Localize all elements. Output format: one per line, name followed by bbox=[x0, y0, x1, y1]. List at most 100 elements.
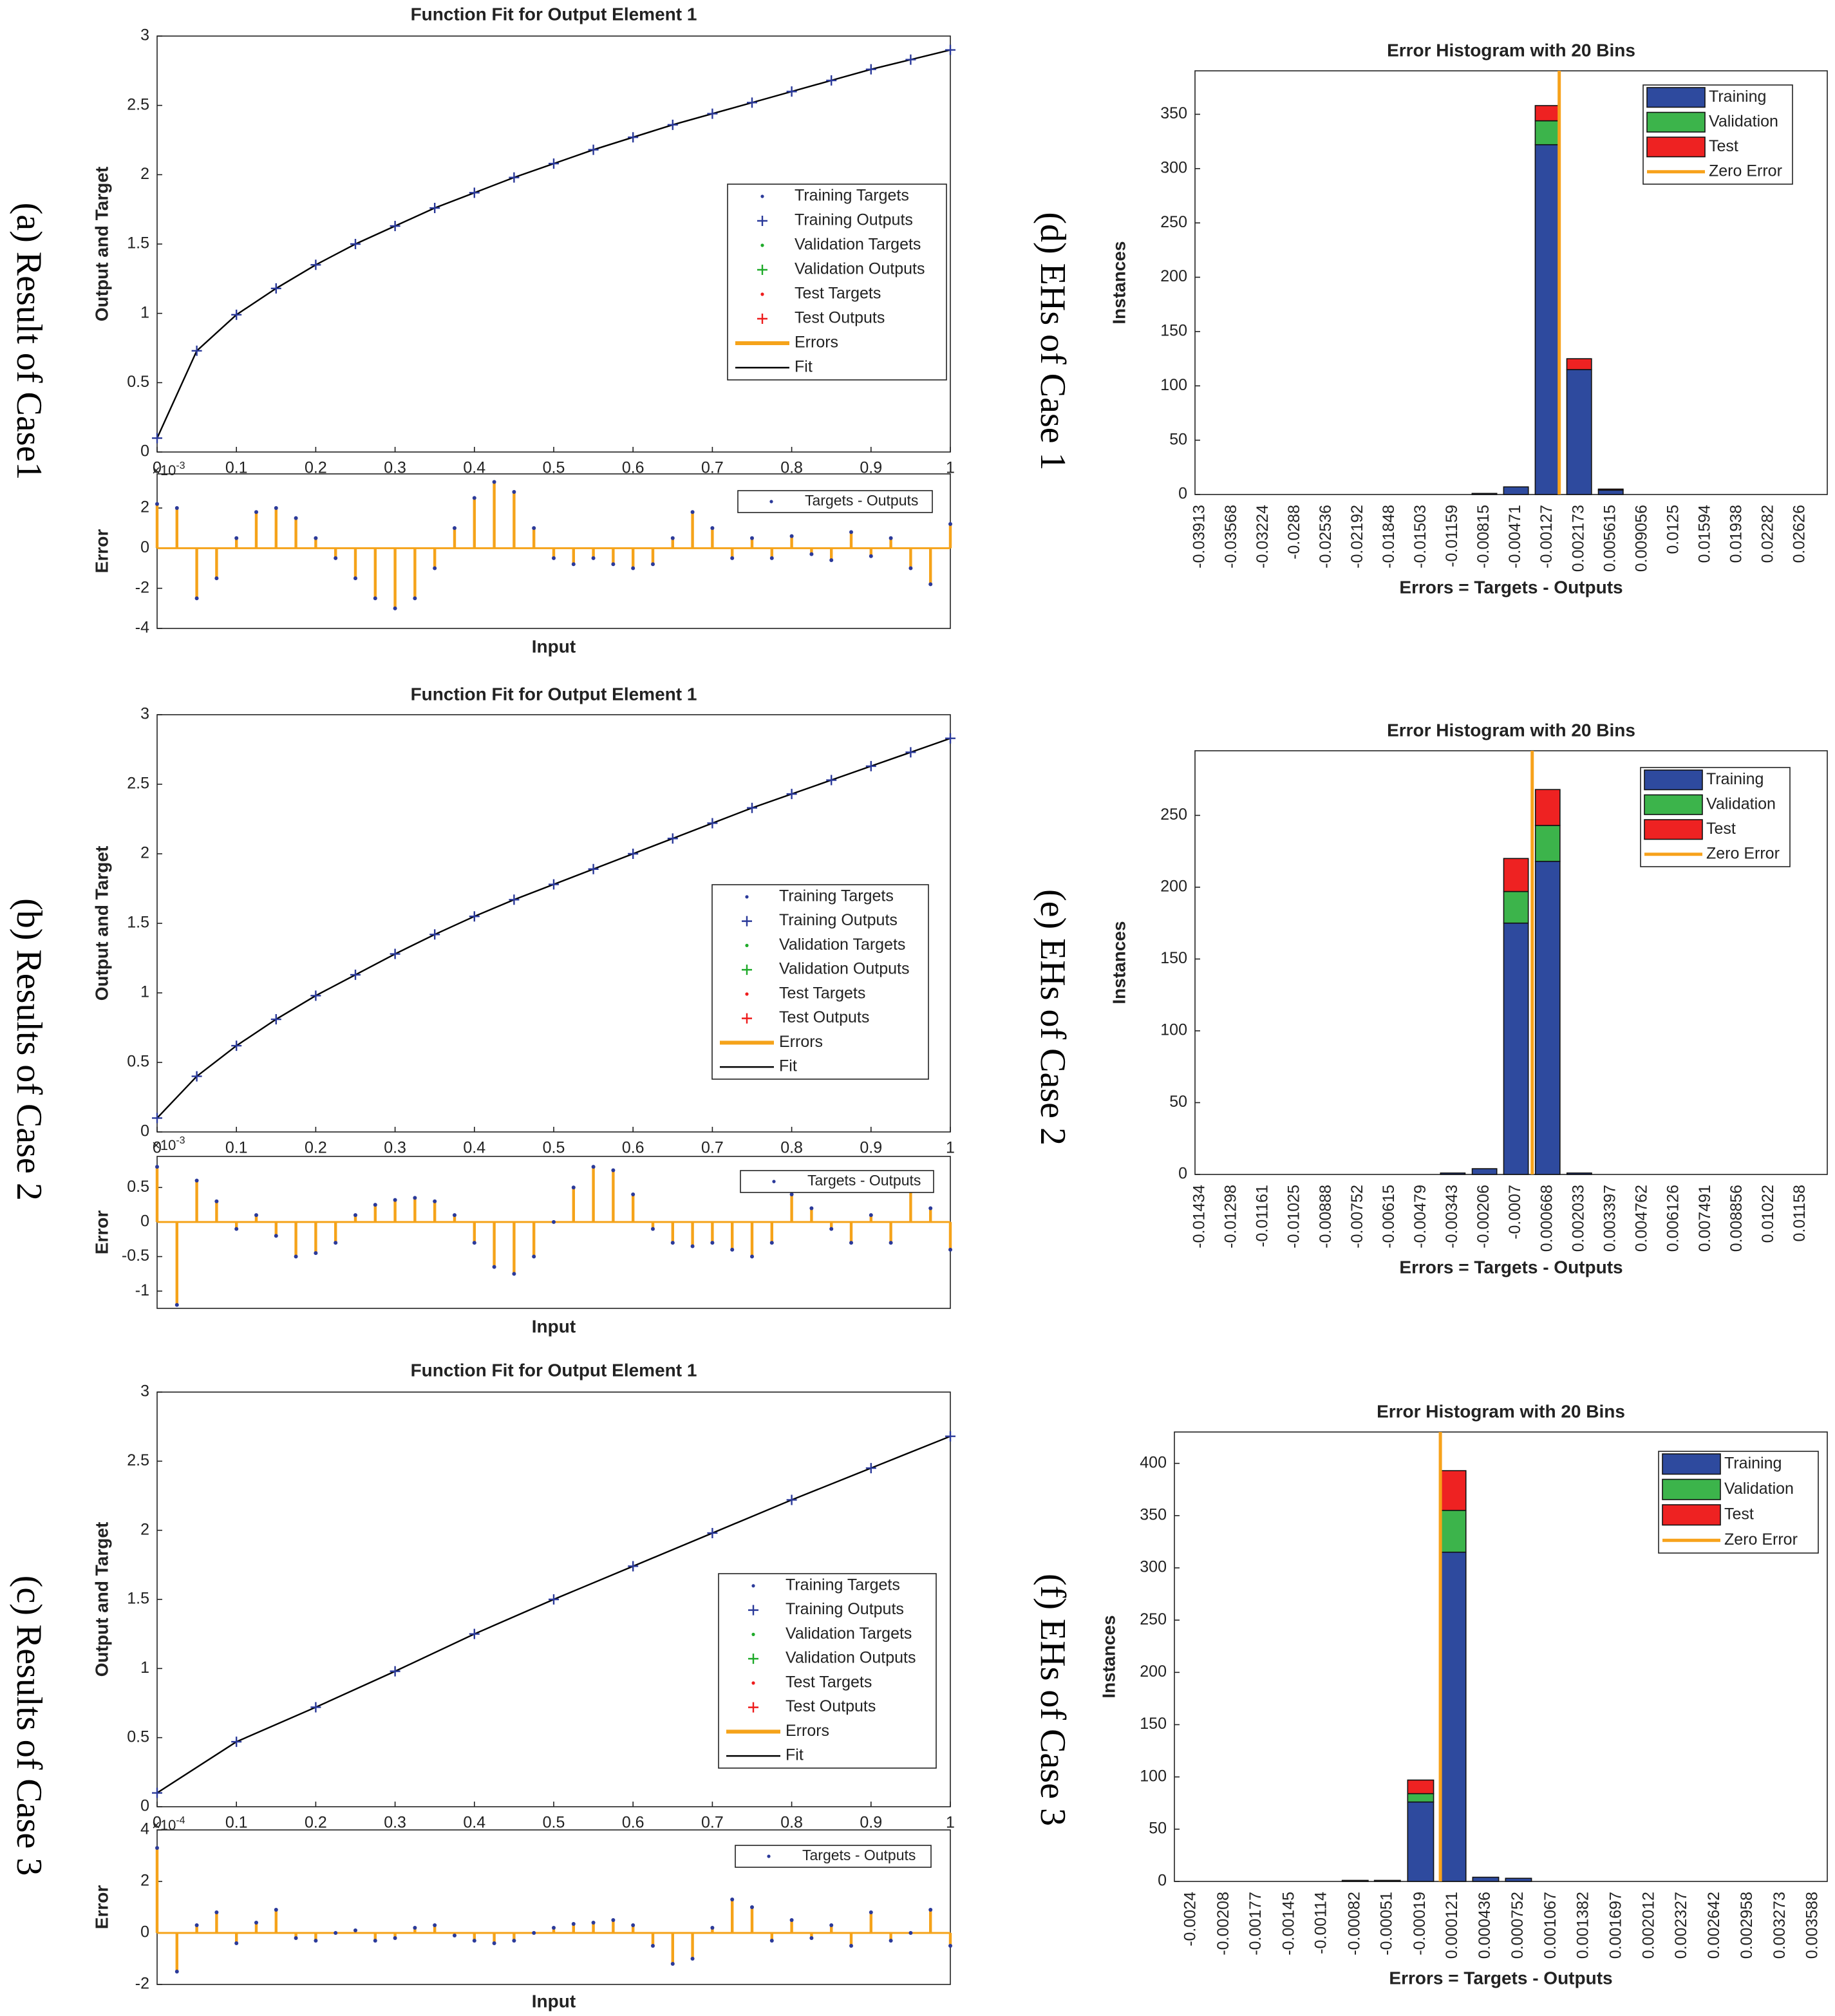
output-marker bbox=[429, 203, 440, 214]
error-point bbox=[393, 1936, 397, 1940]
error-point bbox=[571, 562, 576, 567]
error-point bbox=[472, 1241, 476, 1245]
error-point bbox=[928, 1206, 933, 1211]
y-axis-label: Error bbox=[91, 529, 111, 574]
histogram-bar bbox=[1471, 1168, 1498, 1175]
output-marker bbox=[390, 221, 400, 232]
x-axis-label: Errors = Targets - Outputs bbox=[1399, 577, 1623, 597]
output-marker bbox=[628, 849, 639, 859]
legend-box bbox=[711, 884, 929, 1080]
legend-label: Test Targets bbox=[786, 1673, 872, 1691]
y-tick-label: 250 bbox=[1140, 1610, 1167, 1628]
x-tick-label: -0.01503 bbox=[1411, 505, 1429, 569]
error-point bbox=[750, 536, 754, 540]
y-axis-label: Instances bbox=[1109, 241, 1129, 324]
x-tick-label: -0.00082 bbox=[1345, 1892, 1363, 1955]
x-tick-label: -0.03224 bbox=[1254, 505, 1272, 569]
axis-exponent: ×10-4 bbox=[152, 1815, 185, 1833]
output-marker bbox=[509, 172, 520, 183]
output-marker bbox=[509, 894, 520, 905]
error-point bbox=[413, 1196, 417, 1200]
error-point bbox=[492, 480, 496, 484]
y-tick-label: 150 bbox=[1140, 1715, 1167, 1733]
legend-label: Validation Outputs bbox=[779, 960, 909, 978]
chart-title: Function Fit for Output Element 1 bbox=[411, 4, 697, 24]
output-marker bbox=[707, 818, 718, 829]
legend-marker bbox=[757, 216, 767, 226]
legend-label: Fit bbox=[786, 1746, 804, 1764]
legend-label: Test bbox=[1706, 820, 1736, 838]
error-point bbox=[571, 1922, 576, 1926]
chart-title: Error Histogram with 20 Bins bbox=[1377, 1401, 1625, 1421]
x-tick-label: 0.6 bbox=[622, 1139, 645, 1157]
histogram-bar bbox=[1597, 488, 1624, 491]
output-marker bbox=[549, 1594, 559, 1605]
error-point bbox=[413, 1926, 417, 1930]
chart-title: Error Histogram with 20 Bins bbox=[1387, 720, 1635, 740]
legend-box bbox=[718, 1573, 937, 1769]
histogram-bar bbox=[1503, 890, 1529, 924]
chart-title: Error Histogram with 20 Bins bbox=[1387, 40, 1635, 60]
output-marker bbox=[152, 1787, 162, 1798]
output-marker bbox=[549, 879, 559, 890]
y-tick-label: 100 bbox=[1160, 1021, 1187, 1039]
legend-label: Targets - Outputs bbox=[802, 1847, 916, 1863]
x-tick-label: 0.0125 bbox=[1664, 505, 1682, 554]
exponent-power: -3 bbox=[176, 460, 185, 471]
y-tick-label: 1.5 bbox=[127, 234, 149, 252]
x-tick-label: -0.00177 bbox=[1247, 1892, 1265, 1955]
panel-caption: (c) Results of Case 3 bbox=[9, 1576, 49, 1876]
error-point bbox=[274, 1908, 278, 1912]
x-tick-label: -0.01848 bbox=[1380, 505, 1398, 569]
legend-marker bbox=[757, 314, 767, 324]
x-tick-label: 0.3 bbox=[384, 1139, 406, 1157]
x-tick-label: 0.01938 bbox=[1727, 505, 1746, 563]
exponent-base: ×10 bbox=[152, 1817, 176, 1833]
legend-label: Validation Targets bbox=[786, 1625, 912, 1643]
error-point bbox=[532, 1254, 536, 1259]
y-tick-label: 3 bbox=[140, 1382, 149, 1400]
legend-marker bbox=[760, 194, 764, 198]
error-point bbox=[155, 1165, 159, 1169]
exponent-power: -3 bbox=[176, 1135, 185, 1146]
error-point bbox=[690, 510, 695, 514]
error-point bbox=[651, 1227, 655, 1231]
legend-label: Errors bbox=[795, 334, 838, 352]
histogram-bar bbox=[1471, 493, 1498, 495]
panel-caption: (b) Results of Case 2 bbox=[9, 898, 49, 1201]
legend-swatch bbox=[1662, 1478, 1721, 1500]
histogram-bar bbox=[1503, 922, 1529, 1175]
error-point bbox=[314, 536, 318, 540]
x-tick-label: -0.00752 bbox=[1348, 1185, 1366, 1248]
x-tick-label: -0.00208 bbox=[1214, 1892, 1232, 1955]
output-marker bbox=[786, 789, 797, 800]
legend-label: Validation Targets bbox=[779, 936, 905, 954]
legend-label: Targets - Outputs bbox=[807, 1172, 921, 1189]
y-tick-label: -0.5 bbox=[122, 1247, 149, 1265]
output-marker bbox=[350, 969, 361, 980]
error-point bbox=[453, 1934, 456, 1937]
error-point bbox=[512, 490, 516, 495]
output-marker bbox=[865, 1463, 876, 1474]
histogram-bar bbox=[1566, 369, 1592, 495]
output-marker bbox=[786, 1494, 797, 1505]
error-point bbox=[373, 1203, 377, 1207]
y-tick-label: 100 bbox=[1140, 1767, 1167, 1785]
output-marker bbox=[588, 863, 599, 874]
x-tick-label: 0.000121 bbox=[1443, 1892, 1461, 1959]
x-tick-label: -0.0007 bbox=[1506, 1185, 1524, 1239]
x-tick-label: -0.00114 bbox=[1312, 1892, 1330, 1954]
error-point bbox=[552, 1926, 556, 1930]
error-point bbox=[651, 562, 655, 567]
y-tick-label: 300 bbox=[1140, 1558, 1167, 1576]
output-marker bbox=[945, 1431, 955, 1442]
x-tick-label: 0.4 bbox=[463, 1814, 485, 1832]
chart-title: Function Fit for Output Element 1 bbox=[411, 1360, 697, 1380]
output-marker bbox=[270, 283, 281, 294]
x-axis-label: Errors = Targets - Outputs bbox=[1399, 1257, 1623, 1277]
error-point bbox=[750, 1905, 754, 1909]
chart-title: Function Fit for Output Element 1 bbox=[411, 684, 697, 704]
x-tick-label: 0.2 bbox=[305, 1139, 327, 1157]
legend-label: Zero Error bbox=[1709, 162, 1782, 180]
legend-marker bbox=[772, 1180, 776, 1183]
